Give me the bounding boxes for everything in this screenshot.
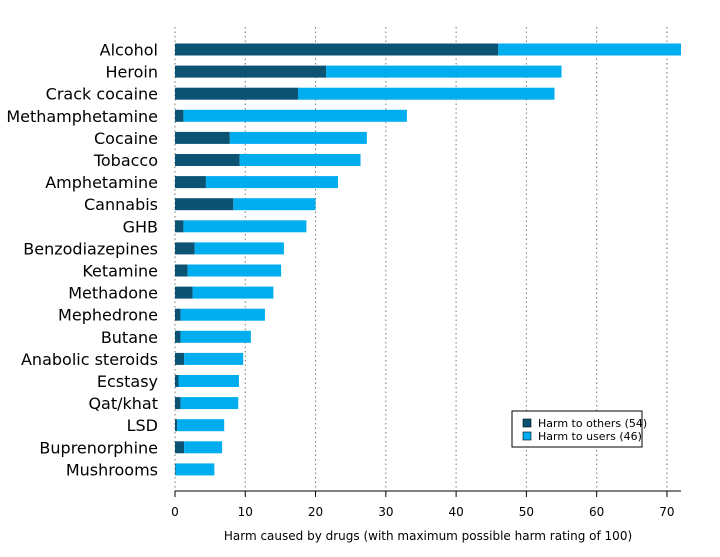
category-label-ketamine: Ketamine (82, 262, 158, 281)
bar-users-crack-cocaine (297, 87, 555, 100)
bar-others-alcohol (175, 43, 499, 56)
x-axis: 0 10 20 30 40 50 60 70 (171, 490, 681, 519)
legend-label-others: Harm to others (54) (538, 417, 647, 430)
bar-others-crack-cocaine (175, 87, 298, 100)
category-labels: Alcohol Heroin Crack cocaine Methamphetamin… (6, 41, 158, 480)
bar-users-anabolic-steroids (184, 352, 244, 365)
x-tick-label-60: 60 (589, 505, 604, 519)
bar-others-mephedrone (175, 308, 181, 321)
legend-box (511, 410, 643, 448)
grid-lines (174, 27, 668, 491)
bar-others-ketamine (175, 264, 188, 277)
category-label-alcohol: Alcohol (100, 41, 158, 60)
bar-others-heroin (175, 65, 327, 78)
bar-users-heroin (326, 65, 562, 78)
bar-users-lsd (177, 419, 225, 432)
legend-label-users: Harm to users (46) (538, 430, 642, 443)
bar-others-cannabis (175, 198, 234, 211)
category-label-butane: Butane (101, 328, 158, 347)
legend-swatch-others (522, 418, 532, 428)
bar-users-cocaine (229, 131, 367, 144)
x-tick-label-70: 70 (659, 505, 674, 519)
bar-others-methadone (175, 286, 193, 299)
bar-others-buprenorphine (175, 441, 185, 454)
bar-others-cocaine (175, 131, 230, 144)
x-axis-title: Harm caused by drugs (with maximum possi… (224, 529, 632, 543)
category-label-mephedrone: Mephedrone (58, 306, 158, 325)
x-tick-label-30: 30 (378, 505, 393, 519)
category-label-benzodiazepines: Benzodiazepines (23, 239, 158, 258)
bar-others-amphetamine (175, 176, 206, 189)
bar-others-methamphetamine (175, 109, 184, 122)
legend-swatch-users (522, 431, 532, 441)
bar-users-cannabis (233, 198, 316, 211)
bar-others-butane (175, 330, 181, 343)
category-label-methamphetamine: Methamphetamine (6, 107, 158, 126)
x-tick-label-50: 50 (519, 505, 534, 519)
x-tick-label-40: 40 (448, 505, 463, 519)
bar-users-benzodiazepines (194, 242, 284, 255)
bar-users-mephedrone (180, 308, 265, 321)
bar-others-tobacco (175, 154, 240, 166)
bar-others-mushrooms (175, 463, 176, 476)
x-tick-label-10: 10 (238, 505, 253, 519)
bar-users-ghb (183, 220, 307, 233)
bar-users-tobacco (239, 154, 361, 166)
bar-others-ghb (175, 220, 184, 233)
bar-others-anabolic-steroids (175, 352, 185, 365)
bar-users-methadone (192, 286, 274, 299)
bar-users-alcohol (498, 43, 681, 56)
bar-users-qat-khat (180, 397, 239, 410)
bar-users-methamphetamine (183, 109, 407, 122)
category-label-ghb: GHB (123, 217, 158, 236)
x-tick-label-0: 0 (171, 505, 179, 519)
category-label-crack-cocaine: Crack cocaine (46, 85, 158, 104)
bars (175, 43, 681, 476)
category-label-cocaine: Cocaine (94, 129, 158, 148)
bar-users-ketamine (187, 264, 282, 277)
category-label-tobacco: Tobacco (93, 151, 158, 170)
bar-users-buprenorphine (184, 441, 223, 454)
category-label-ecstasy: Ecstasy (97, 372, 158, 391)
bar-users-ecstasy (178, 375, 239, 387)
bar-users-butane (180, 330, 251, 343)
category-label-heroin: Heroin (106, 63, 158, 82)
category-label-anabolic-steroids: Anabolic steroids (21, 350, 158, 369)
category-label-buprenorphine: Buprenorphine (39, 438, 158, 457)
bar-others-ecstasy (175, 375, 179, 387)
bar-others-lsd (175, 419, 178, 432)
bar-users-mushrooms (175, 463, 215, 476)
category-label-amphetamine: Amphetamine (45, 173, 158, 192)
bar-others-qat-khat (175, 397, 181, 410)
category-label-qat-khat: Qat/khat (88, 394, 158, 413)
category-label-methadone: Methadone (68, 284, 158, 303)
category-label-mushrooms: Mushrooms (66, 460, 158, 479)
category-label-lsd: LSD (127, 416, 158, 435)
bar-others-benzodiazepines (175, 242, 195, 255)
bar-users-amphetamine (205, 176, 339, 189)
legend: Harm to others (54) Harm to users (46) (511, 410, 647, 448)
x-tick-label-20: 20 (308, 505, 323, 519)
category-label-cannabis: Cannabis (84, 195, 158, 214)
